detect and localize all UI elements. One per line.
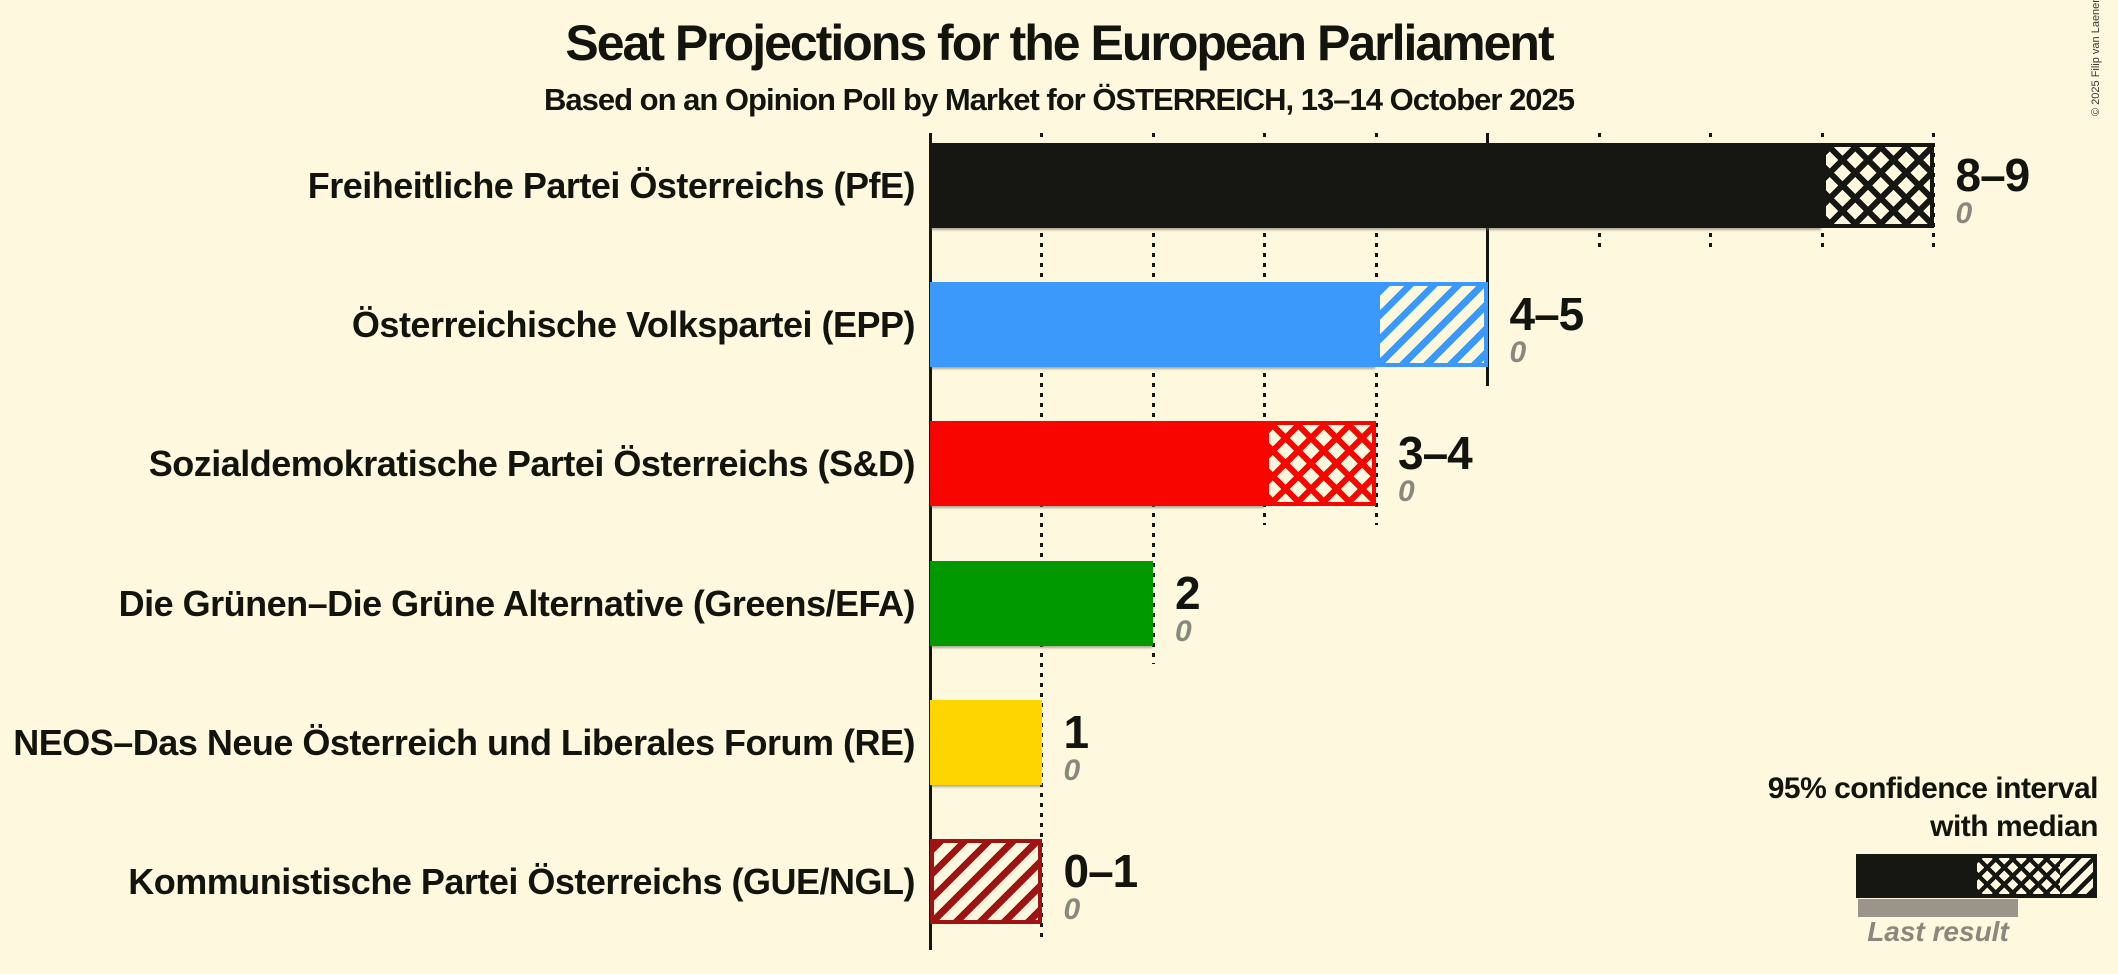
- party-row: Freiheitliche Partei Österreichs (PfE) 8…: [0, 143, 2118, 230]
- value-label-group: 1 0: [1063, 706, 1090, 787]
- bar-ci-low-segment: [930, 143, 1822, 228]
- legend-last-result-label: Last result: [1867, 916, 2009, 947]
- last-result-value: 0: [1398, 475, 1415, 508]
- party-label: Sozialdemokratische Partei Österreichs (…: [148, 442, 916, 484]
- y-axis-line: [929, 133, 932, 950]
- value-label-group: 8–9 0: [1955, 149, 2031, 230]
- bar-ci-low-segment: [930, 700, 1042, 785]
- party-label: NEOS–Das Neue Österreich und Liberales F…: [13, 721, 915, 763]
- chart-subtitle: Based on an Opinion Poll by Market for Ö…: [543, 82, 1575, 117]
- seat-range-label: 0–1: [1063, 845, 1139, 897]
- value-label-group: 3–4 0: [1398, 427, 1473, 508]
- seat-bar: [930, 143, 1934, 228]
- seat-bar: [930, 421, 1376, 506]
- legend-caption: 95% confidence interval with median: [1767, 770, 2099, 846]
- legend-last-result-bar: [1858, 899, 2018, 917]
- bar-ci-range-segment: [1264, 421, 1376, 506]
- gridline-9: [1932, 133, 1935, 247]
- value-label-group: 4–5 0: [1509, 288, 1585, 369]
- seat-range-label: 8–9: [1955, 149, 2031, 201]
- bar-ci-low-segment: [930, 421, 1265, 506]
- gridline-5-major: [1486, 133, 1489, 386]
- legend-diagonal-segment: [2060, 858, 2093, 894]
- party-label: Freiheitliche Partei Österreichs (PfE): [307, 164, 916, 206]
- party-row: Österreichische Volkspartei (EPP) 4–5 0: [0, 282, 2118, 369]
- seat-range-label: 2: [1175, 567, 1201, 619]
- value-label-group: 2 0: [1175, 567, 1201, 648]
- value-label-group: 0–1 0: [1063, 845, 1139, 926]
- legend-solid-segment: [1860, 858, 1977, 894]
- seat-bar: [930, 839, 1042, 924]
- bar-ci-range-segment: [1376, 282, 1488, 367]
- legend-crosshatch-segment: [1977, 858, 2060, 894]
- gridline-1: [1040, 133, 1043, 941]
- copyright-note: © 2025 Filip van Laenen: [2090, 0, 2102, 116]
- seat-bar: [930, 282, 1488, 367]
- legend-ci-line2: with median: [1930, 810, 2098, 843]
- gridline-2: [1152, 133, 1155, 664]
- seat-range-label: 3–4: [1398, 427, 1473, 479]
- party-row: NEOS–Das Neue Österreich und Liberales F…: [0, 700, 2118, 787]
- last-result-value: 0: [1175, 615, 1192, 648]
- party-label: Die Grünen–Die Grüne Alternative (Greens…: [118, 582, 916, 624]
- seat-bar: [930, 700, 1042, 785]
- party-label: Österreichische Volkspartei (EPP): [351, 303, 916, 345]
- legend-ci-line1: 95% confidence interval: [1767, 772, 2099, 805]
- seat-bar: [930, 561, 1153, 646]
- last-result-value: 0: [1955, 197, 1973, 230]
- bar-ci-low-segment: [930, 561, 1153, 646]
- bar-ci-range-segment: [930, 839, 1042, 924]
- last-result-value: 0: [1063, 893, 1081, 926]
- chart-title: Seat Projections for the European Parlia…: [565, 15, 1554, 71]
- party-row: Kommunistische Partei Österreichs (GUE/N…: [0, 839, 2118, 926]
- party-row: Die Grünen–Die Grüne Alternative (Greens…: [0, 561, 2118, 648]
- last-result-value: 0: [1509, 336, 1527, 369]
- seat-range-label: 1: [1063, 706, 1090, 758]
- last-result-value: 0: [1063, 754, 1081, 787]
- bar-ci-low-segment: [930, 282, 1376, 367]
- bar-ci-range-segment: [1822, 143, 1934, 228]
- seat-range-label: 4–5: [1509, 288, 1585, 340]
- party-label: Kommunistische Partei Österreichs (GUE/N…: [128, 860, 915, 902]
- party-row: Sozialdemokratische Partei Österreichs (…: [0, 421, 2118, 508]
- legend-sample-bar: [1856, 854, 2097, 898]
